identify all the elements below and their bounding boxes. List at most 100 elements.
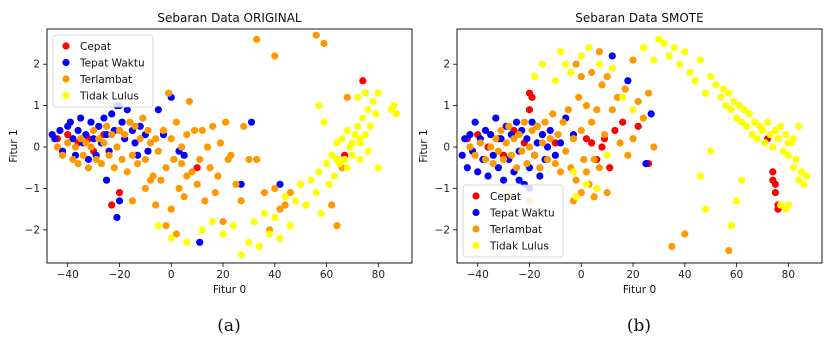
- point-terlambat: [110, 164, 118, 172]
- point-tepat-waktu: [538, 131, 547, 139]
- point-terlambat: [193, 180, 201, 188]
- point-terlambat: [71, 143, 80, 151]
- point-tepat-waktu: [66, 118, 74, 126]
- point-tidak-lulus: [183, 238, 191, 246]
- point-terlambat: [644, 89, 653, 97]
- point-terlambat: [92, 155, 100, 164]
- point-tidak-lulus: [198, 226, 206, 234]
- point-terlambat: [198, 126, 206, 135]
- point-tidak-lulus: [797, 168, 805, 176]
- point-tidak-lulus: [725, 89, 733, 97]
- point-tidak-lulus: [209, 217, 217, 226]
- point-tepat-waktu: [118, 118, 126, 126]
- point-terlambat: [518, 147, 526, 155]
- point-terlambat: [209, 122, 217, 130]
- x-tick-label: 80: [372, 269, 385, 281]
- point-tidak-lulus: [369, 97, 377, 106]
- point-terlambat: [123, 168, 131, 176]
- point-terlambat: [328, 201, 336, 209]
- point-cepat: [606, 164, 614, 172]
- legend-label-tidak-lulus: Tidak Lulus: [489, 240, 549, 252]
- point-terlambat: [144, 126, 152, 135]
- point-tidak-lulus: [707, 147, 715, 155]
- point-tidak-lulus: [538, 60, 547, 68]
- point-tidak-lulus: [286, 222, 294, 230]
- point-tepat-waktu: [84, 155, 93, 164]
- point-terlambat: [118, 155, 126, 164]
- point-terlambat: [466, 143, 474, 151]
- point-terlambat: [476, 139, 484, 147]
- point-terlambat: [121, 131, 129, 139]
- point-cepat: [611, 126, 619, 135]
- point-terlambat: [489, 160, 497, 168]
- y-tick-label: 2: [443, 59, 450, 71]
- point-tidak-lulus: [569, 168, 578, 176]
- point-tepat-waktu: [196, 238, 204, 246]
- point-terlambat: [624, 151, 632, 159]
- point-tidak-lulus: [567, 68, 575, 77]
- y-tick-label: −2: [25, 224, 40, 236]
- point-tidak-lulus: [720, 85, 728, 93]
- point-tidak-lulus: [315, 168, 323, 176]
- point-tidak-lulus: [338, 135, 346, 143]
- point-tidak-lulus: [670, 44, 679, 52]
- point-terlambat: [533, 122, 541, 130]
- point-terlambat: [487, 143, 495, 151]
- point-terlambat: [510, 135, 518, 143]
- point-tidak-lulus: [250, 217, 258, 226]
- point-terlambat: [162, 164, 170, 172]
- point-tidak-lulus: [608, 64, 616, 72]
- point-terlambat: [206, 164, 214, 172]
- point-tidak-lulus: [333, 139, 341, 147]
- point-tidak-lulus: [291, 197, 300, 205]
- point-terlambat: [139, 114, 147, 122]
- point-tidak-lulus: [328, 151, 336, 159]
- point-tidak-lulus: [691, 77, 699, 85]
- point-tidak-lulus: [281, 193, 289, 201]
- point-tidak-lulus: [364, 147, 372, 155]
- point-terlambat: [523, 160, 531, 168]
- point-cepat: [582, 135, 591, 143]
- point-terlambat: [172, 230, 181, 238]
- point-terlambat: [157, 176, 165, 184]
- point-tidak-lulus: [769, 143, 777, 151]
- axes-frame: [456, 28, 823, 264]
- point-tidak-lulus: [315, 102, 323, 110]
- point-tidak-lulus: [701, 205, 710, 213]
- point-terlambat: [178, 160, 186, 168]
- point-cepat: [769, 168, 777, 176]
- point-terlambat: [499, 155, 508, 164]
- point-tepat-waktu: [484, 172, 492, 180]
- point-tidak-lulus: [740, 106, 748, 114]
- point-tidak-lulus: [758, 126, 767, 135]
- point-tepat-waktu: [471, 118, 479, 126]
- point-terlambat: [253, 155, 261, 164]
- point-tidak-lulus: [639, 44, 647, 52]
- point-tidak-lulus: [354, 122, 362, 130]
- point-tidak-lulus: [655, 35, 663, 43]
- point-terlambat: [590, 155, 598, 164]
- point-tidak-lulus: [761, 139, 769, 147]
- point-tepat-waktu: [624, 77, 632, 85]
- point-tidak-lulus: [312, 188, 320, 197]
- chart-title: Sebaran Data ORIGINAL: [157, 11, 301, 25]
- point-tepat-waktu: [89, 135, 98, 143]
- point-terlambat: [222, 118, 230, 126]
- point-terlambat: [141, 184, 149, 193]
- point-tepat-waktu: [608, 52, 616, 60]
- point-terlambat: [115, 126, 124, 135]
- point-tepat-waktu: [497, 135, 505, 143]
- point-terlambat: [196, 155, 204, 164]
- point-terlambat: [87, 143, 95, 151]
- point-tepat-waktu: [134, 151, 142, 159]
- point-terlambat: [276, 205, 284, 213]
- point-terlambat: [639, 114, 647, 122]
- point-tidak-lulus: [593, 184, 601, 193]
- point-tepat-waktu: [77, 114, 85, 122]
- point-terlambat: [183, 131, 191, 139]
- point-tidak-lulus: [802, 172, 811, 180]
- point-terlambat: [97, 160, 105, 168]
- point-terlambat: [237, 197, 245, 205]
- point-tidak-lulus: [219, 230, 227, 238]
